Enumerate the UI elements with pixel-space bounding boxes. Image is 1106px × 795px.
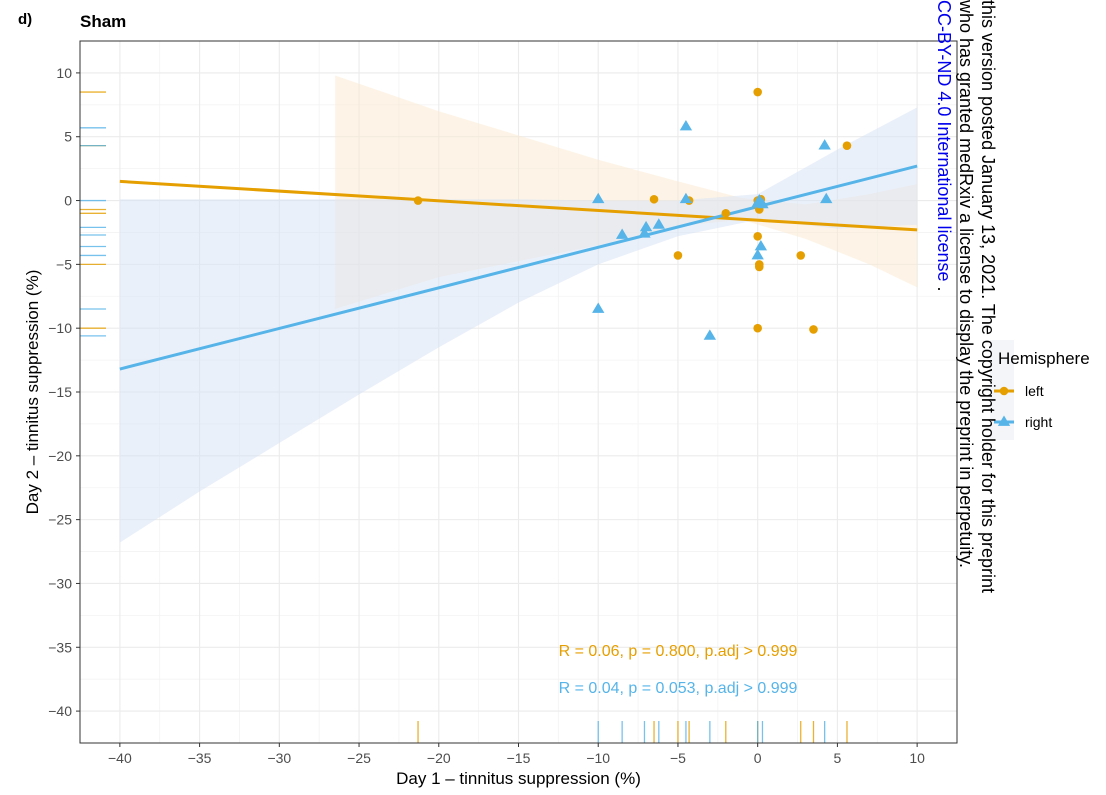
y-tick-label: −40 xyxy=(48,703,72,719)
watermark-license-line: CC-BY-ND 4.0 International license . xyxy=(934,0,954,292)
fit-line-right xyxy=(119,164,918,371)
legend-label-left: left xyxy=(1025,383,1044,399)
fit-line-left xyxy=(119,179,918,232)
panel-letter: d) xyxy=(18,11,32,28)
fit-lines xyxy=(119,164,918,371)
data-point-right xyxy=(820,192,833,204)
x-tick-label: −25 xyxy=(347,750,371,766)
y-tick-label: −15 xyxy=(48,384,72,400)
data-point-right xyxy=(818,139,831,150)
x-tick-label: 5 xyxy=(834,750,842,766)
data-point-right xyxy=(639,220,653,232)
watermark-line-2: who has granted medRxiv a license to dis… xyxy=(956,0,976,568)
data-point-left xyxy=(413,196,423,205)
legend-key-marker-right xyxy=(997,415,1011,426)
x-tick-label: 10 xyxy=(909,750,925,766)
data-point-right xyxy=(754,239,768,251)
y-tick-label: 10 xyxy=(56,65,72,81)
stat-label-left: R = 0.06, p = 0.800, p.adj > 0.999 xyxy=(559,643,798,660)
data-point-right xyxy=(679,120,693,131)
x-tick-label: −10 xyxy=(586,750,610,766)
data-point-right xyxy=(679,192,693,204)
x-tick-label: −20 xyxy=(427,750,451,766)
y-axis-ticks: 10 5 0 −5 −10 −15 −20 −25 −30 −35 −40 xyxy=(48,65,80,719)
data-point-right xyxy=(592,192,605,204)
x-axis-title: Day 1 – tinnitus suppression (%) xyxy=(396,769,641,788)
data-point-right xyxy=(652,218,665,229)
y-tick-label: −20 xyxy=(48,448,72,464)
y-tick-label: 5 xyxy=(64,129,72,145)
legend-key-marker-left xyxy=(999,386,1009,396)
y-tick-label: −30 xyxy=(48,575,72,591)
legend-title: Hemisphere xyxy=(998,349,1090,368)
data-point-left xyxy=(754,262,764,272)
preprint-watermark: this version posted January 13, 2021. Th… xyxy=(927,0,999,700)
y-tick-label: −25 xyxy=(48,512,72,528)
y-tick-label: −5 xyxy=(56,256,72,272)
data-point-left xyxy=(809,325,818,334)
x-tick-label: −5 xyxy=(670,750,686,766)
x-tick-label: −30 xyxy=(267,750,291,766)
data-point-right xyxy=(751,248,764,260)
legend-label-right: right xyxy=(1025,414,1052,430)
y-axis-title: Day 2 – tinnitus suppression (%) xyxy=(23,270,42,515)
y-tick-label: 0 xyxy=(64,193,72,209)
data-points xyxy=(413,87,852,340)
chart-title: Sham xyxy=(80,12,126,31)
watermark-line-1: this version posted January 13, 2021. Th… xyxy=(978,0,998,594)
stat-label-right: R = 0.04, p = 0.053, p.adj > 0.999 xyxy=(559,680,798,697)
data-point-left xyxy=(842,141,852,150)
x-axis-ticks: −40 −35 −30 −25 −20 −15 −10 −5 0 5 10 xyxy=(108,743,925,766)
rug-marks xyxy=(80,91,848,743)
y-tick-label: −10 xyxy=(48,320,72,336)
data-point-right xyxy=(615,228,629,239)
data-point-left xyxy=(753,87,762,97)
legend: Hemisphere left right xyxy=(990,340,1090,440)
data-point-left xyxy=(753,323,762,333)
y-tick-label: −35 xyxy=(48,639,72,655)
x-tick-label: 0 xyxy=(754,750,762,766)
x-tick-label: −15 xyxy=(507,750,531,766)
data-point-right xyxy=(638,227,651,238)
data-point-right xyxy=(703,329,717,340)
data-point-right xyxy=(756,197,769,209)
license-link[interactable]: CC-BY-ND 4.0 International license xyxy=(934,0,954,282)
data-point-right xyxy=(592,302,605,313)
data-point-left xyxy=(721,209,731,218)
data-point-left xyxy=(753,231,762,241)
x-tick-label: −40 xyxy=(108,750,132,766)
data-point-left xyxy=(673,251,683,260)
data-point-left xyxy=(649,194,659,204)
x-tick-label: −35 xyxy=(188,750,212,766)
data-point-left xyxy=(796,251,806,260)
